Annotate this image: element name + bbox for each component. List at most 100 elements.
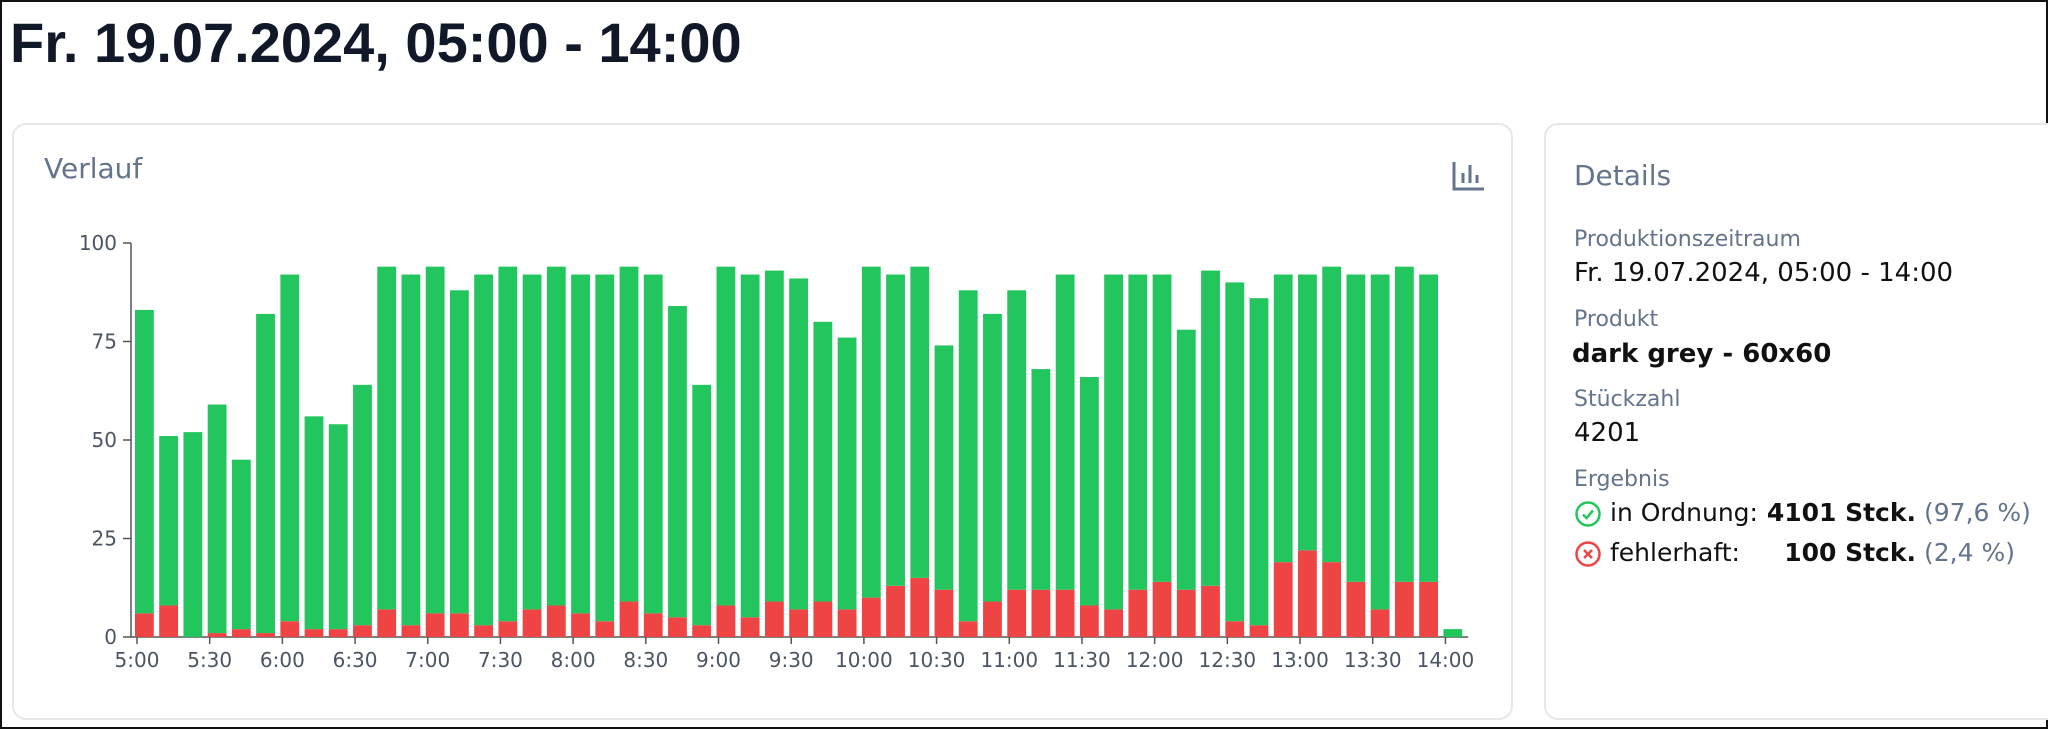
y-tick-label: 100 <box>79 231 117 255</box>
x-tick-label: 6:30 <box>333 648 378 672</box>
x-tick-label: 12:30 <box>1199 648 1257 672</box>
bar-segment <box>231 459 251 630</box>
bar-segment <box>1298 550 1317 637</box>
bar-segment <box>837 337 857 610</box>
result-percent: (97,6 %) <box>1924 498 2031 527</box>
bar-segment <box>1394 581 1414 637</box>
bar-segment <box>498 621 518 637</box>
bar-segment <box>861 597 881 637</box>
bar-segment <box>668 306 687 618</box>
bar-segment <box>692 625 712 637</box>
bar-segment <box>1055 589 1075 637</box>
bar-segment <box>1370 609 1390 637</box>
bar-segment <box>231 629 251 637</box>
bar-segment <box>1055 274 1075 590</box>
x-tick-label: 13:30 <box>1344 648 1402 672</box>
bar-segment <box>1031 589 1051 637</box>
bar-segment <box>910 266 930 578</box>
result-row: in Ordnung: 4101 Stck. (97,6 %) <box>1574 498 2044 530</box>
bar-segment <box>1273 562 1293 637</box>
bar-segment <box>1370 274 1390 610</box>
bar-segment <box>159 605 179 637</box>
bar-segment <box>135 309 154 614</box>
bar-segment <box>716 605 736 637</box>
bar-segment <box>328 424 348 630</box>
bar-segment <box>1176 589 1196 637</box>
bar-segment <box>401 625 421 637</box>
field-label: Produktionszeitraum <box>1574 227 1801 252</box>
bar-segment <box>1249 625 1269 637</box>
bar-segment <box>861 266 881 598</box>
bar-segment <box>595 274 615 622</box>
bar-segment <box>1079 605 1099 637</box>
field-value: Fr. 19.07.2024, 05:00 - 14:00 <box>1574 258 1954 288</box>
x-tick-label: 10:00 <box>835 648 893 672</box>
bar-segment <box>934 589 954 637</box>
bar-segment <box>159 436 179 606</box>
bar-segment <box>934 345 954 590</box>
bar-segment <box>449 290 469 614</box>
field-label: Stückzahl <box>1574 387 1681 412</box>
field-label: Ergebnis <box>1574 467 1670 492</box>
bar-segment <box>1079 376 1099 606</box>
bar-segment <box>1176 329 1196 590</box>
x-tick-label: 7:00 <box>405 648 450 672</box>
bar-segment <box>207 633 227 637</box>
bar-segment <box>1152 581 1172 637</box>
bar-segment <box>958 621 978 637</box>
bar-segment <box>764 270 784 602</box>
bar-segment <box>401 274 421 626</box>
bar-segment <box>668 617 687 637</box>
x-tick-label: 7:30 <box>478 648 523 672</box>
details-card: Details Produktionszeitraum Fr. 19.07.20… <box>1544 123 2048 720</box>
bar-segment <box>546 605 566 637</box>
y-tick-label: 50 <box>92 428 117 452</box>
bar-segment <box>256 313 275 634</box>
bar-segment <box>280 274 300 622</box>
chart-title: Verlauf <box>44 152 143 185</box>
bar-segment <box>1152 274 1172 582</box>
error-icon <box>1575 541 1601 567</box>
bar-segment <box>886 274 905 586</box>
x-tick-label: 14:00 <box>1417 648 1475 672</box>
result-label: fehlerhaft: <box>1610 538 1740 567</box>
x-tick-label: 9:30 <box>769 648 814 672</box>
result-count: 100 Stck. <box>1784 538 1916 567</box>
chart-icon[interactable] <box>1452 162 1484 191</box>
details-title: Details <box>1574 159 1672 192</box>
bar-segment <box>1273 274 1293 563</box>
bar-segment <box>183 432 203 637</box>
field-value: dark grey - 60x60 <box>1572 339 1832 369</box>
y-tick-label: 0 <box>104 625 117 649</box>
bar-segment <box>1128 589 1148 637</box>
bar-segment <box>1346 581 1366 637</box>
field-label: Produkt <box>1574 307 1659 332</box>
bar-segment <box>1104 274 1123 610</box>
bar-segment <box>1128 274 1148 590</box>
y-tick-label: 75 <box>92 330 117 354</box>
x-tick-label: 6:00 <box>260 648 305 672</box>
bar-segment <box>1346 274 1366 582</box>
x-tick-label: 5:30 <box>187 648 232 672</box>
bar-segment <box>353 384 372 626</box>
bar-segment <box>716 266 736 606</box>
x-tick-label: 9:00 <box>696 648 741 672</box>
result-count: 4101 Stck. <box>1766 498 1916 527</box>
y-tick-label: 25 <box>92 527 117 551</box>
bar-segment <box>135 613 154 637</box>
x-tick-label: 13:00 <box>1271 648 1329 672</box>
bar-segment <box>377 266 397 610</box>
bar-segment <box>886 585 905 637</box>
result-percent: (2,4 %) <box>1924 538 2015 567</box>
bar-segment <box>571 274 590 614</box>
bar-segment <box>425 613 445 637</box>
bar-segment <box>789 278 809 610</box>
bar-segment <box>207 404 227 634</box>
bar-segment <box>692 384 712 626</box>
bar-segment <box>522 609 542 637</box>
bar-segment <box>1443 629 1463 637</box>
bar-segment <box>498 266 518 622</box>
bar-segment <box>619 266 639 602</box>
bar-segment <box>1249 298 1269 626</box>
